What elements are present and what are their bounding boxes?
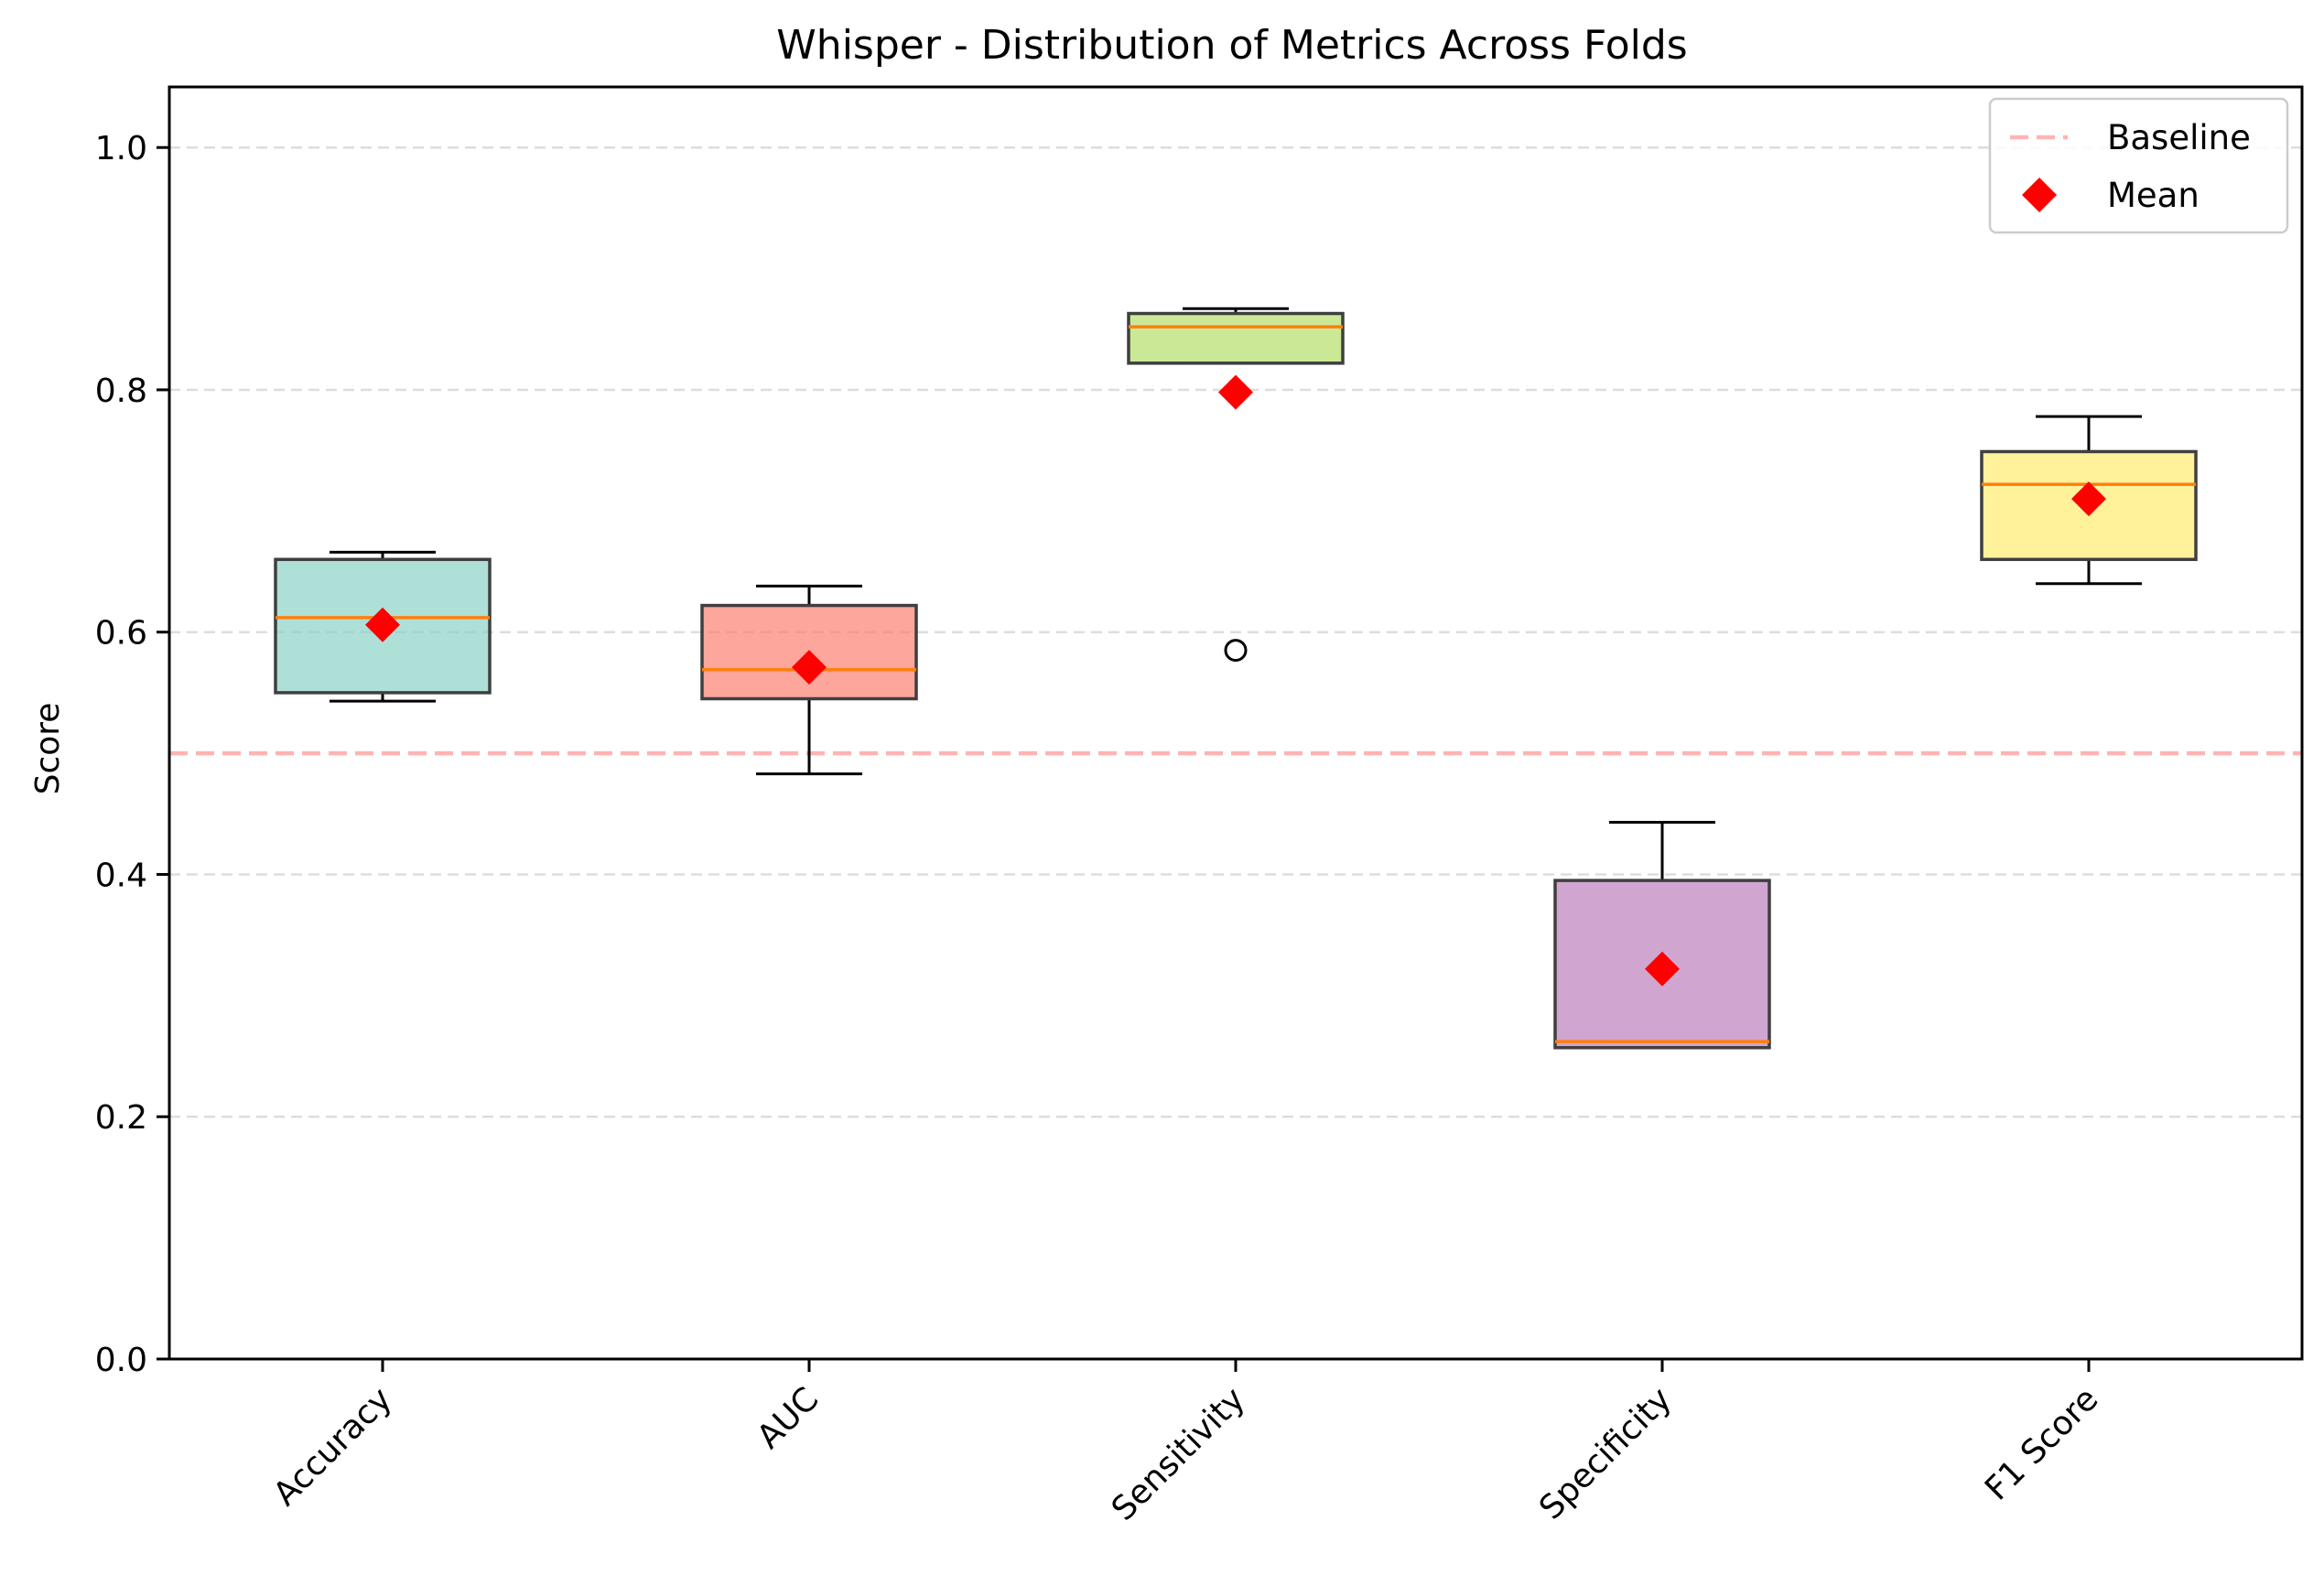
chart-title: Whisper - Distribution of Metrics Across… (776, 22, 1687, 69)
y-tick-label: 1.0 (95, 130, 147, 167)
legend: Baseline Mean (1988, 97, 2289, 234)
x-tick-label: F1 Score (1978, 1380, 2105, 1507)
mean-marker (1645, 951, 1680, 987)
legend-mean-swatch (2022, 178, 2057, 212)
outlier-point (1224, 639, 1248, 663)
box-group (1553, 821, 1771, 1050)
legend-label: Mean (2107, 176, 2200, 215)
plot-frame (168, 85, 2304, 1361)
legend-label: Baseline (2107, 118, 2251, 157)
legend-box (1988, 97, 2289, 234)
mean-marker (792, 650, 827, 685)
y-tick-label: 0.8 (95, 372, 147, 410)
mean-marker (2071, 481, 2106, 517)
x-tick-label: Accuracy (266, 1380, 399, 1513)
x-tick-label: AUC (751, 1380, 827, 1456)
y-tick-label: 0.2 (95, 1099, 147, 1137)
mean-marker (1218, 374, 1253, 410)
axes-layer: 0.0 0.2 0.4 0.6 0.8 1.0 Accuracy AUC Sensitivity… (95, 85, 2304, 1528)
box-iqr (700, 603, 918, 701)
grid-lines (169, 146, 2302, 1118)
y-tick-label: 0.0 (95, 1342, 147, 1379)
x-tick-label: Sensitivity (1105, 1380, 1253, 1528)
y-tick-label: 0.6 (95, 615, 147, 653)
y-tick-label: 0.4 (95, 857, 147, 894)
box-iqr (1127, 311, 1345, 365)
box-group (274, 550, 492, 703)
box-group (1980, 415, 2198, 586)
mean-marker (365, 607, 400, 642)
box-group (1127, 307, 1345, 663)
boxes-layer (274, 307, 2198, 1050)
x-tick-label: Specificity (1532, 1380, 1679, 1526)
y-axis-label: Score (29, 703, 67, 795)
box-group (700, 584, 918, 776)
